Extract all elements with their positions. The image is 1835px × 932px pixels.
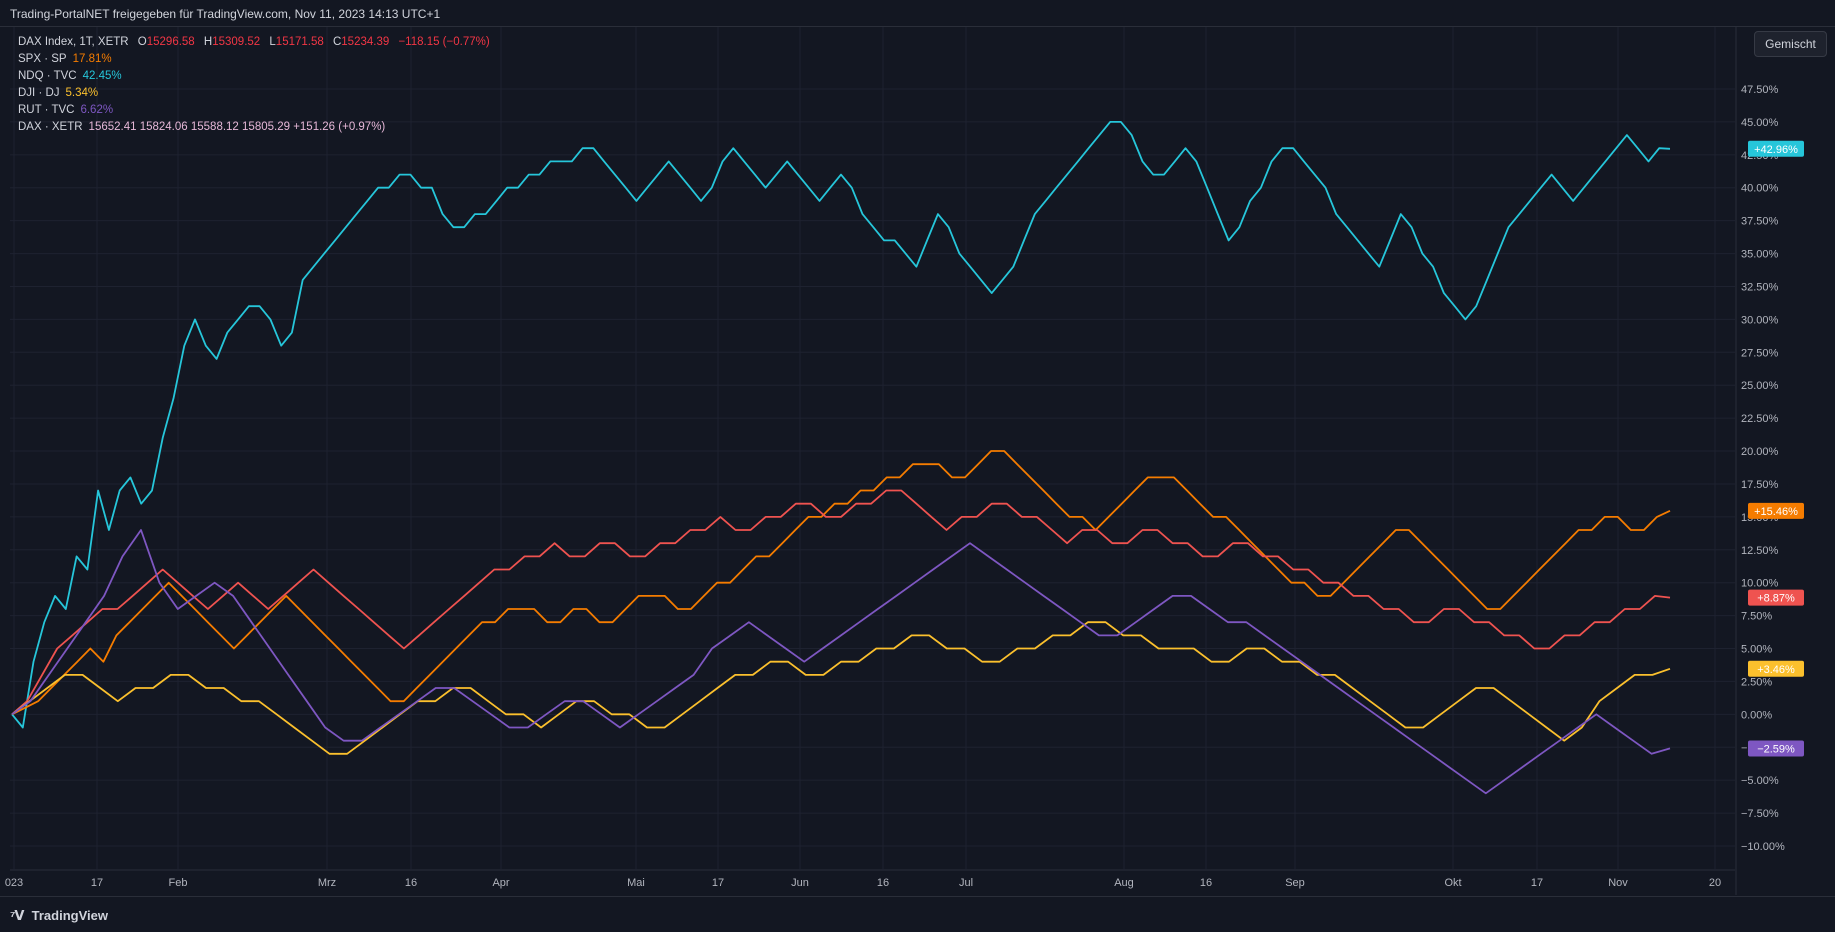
- x-tick-label: 16: [1200, 877, 1212, 889]
- legend-row-dax[interactable]: DAX · XETR 15652.41 15824.06 15588.12 158…: [18, 119, 490, 136]
- legend-h-label: H: [203, 36, 213, 48]
- series-line-ndq: [11, 121, 1671, 729]
- x-tick-label: 17: [91, 877, 103, 889]
- badge-label: +8.87%: [1757, 593, 1795, 605]
- y-tick-label: 45.00%: [1741, 117, 1779, 129]
- x-tick-label: Jul: [959, 877, 973, 889]
- y-grid: [10, 88, 1735, 847]
- badge-label: +42.96%: [1754, 144, 1798, 156]
- legend-row-spx[interactable]: SPX · SP 17.81%: [18, 51, 490, 68]
- legend-spx-value: 17.81%: [72, 53, 112, 65]
- legend-o-label: O: [137, 36, 147, 48]
- legend-ndq-value: 42.45%: [82, 70, 122, 82]
- legend: DAX Index, 1T, XETR O15296.58 H15309.52 …: [18, 34, 490, 136]
- badge-bg: [1748, 740, 1804, 757]
- y-tick-label: 2.50%: [1741, 676, 1772, 688]
- series-line-dax: [11, 489, 1671, 715]
- legend-dji-symbol: DJI · DJ: [18, 87, 60, 99]
- x-tick-label: 17: [1531, 877, 1543, 889]
- y-tick-label: 25.00%: [1741, 380, 1779, 392]
- x-tick-label: 20: [1709, 877, 1721, 889]
- legend-row-rut[interactable]: RUT · TVC 6.62%: [18, 102, 490, 119]
- y-tick-label: 32.50%: [1741, 281, 1779, 293]
- legend-c-value: 15234.39: [341, 36, 390, 48]
- legend-ndq-symbol: NDQ · TVC: [18, 70, 77, 82]
- legend-rut-symbol: RUT · TVC: [18, 104, 75, 116]
- scale-mode-button[interactable]: Gemischt: [1754, 31, 1827, 57]
- last-value-badge: +3.46%: [1748, 660, 1804, 677]
- series-line-rut: [11, 529, 1671, 795]
- y-tick-label: 47.50%: [1741, 84, 1779, 96]
- legend-h-value: 15309.52: [212, 36, 261, 48]
- badge-bg: [1748, 589, 1804, 606]
- y-tick-label: 35.00%: [1741, 249, 1779, 261]
- tradingview-logo[interactable]: ⁷𝗩 TradingView: [10, 908, 108, 924]
- x-tick-label: 16: [877, 877, 889, 889]
- x-tick-label: 16: [405, 877, 417, 889]
- y-tick-label: 17.50%: [1741, 479, 1779, 491]
- y-tick-label: −5.00%: [1741, 775, 1779, 787]
- last-value-badge: +15.46%: [1748, 502, 1804, 519]
- legend-rut-value: 6.62%: [80, 104, 114, 116]
- tradingview-logo-icon: ⁷𝗩: [10, 908, 24, 923]
- badge-bg: [1748, 502, 1804, 519]
- y-tick-label: 10.00%: [1741, 578, 1779, 590]
- y-tick-label: 22.50%: [1741, 413, 1779, 425]
- header-title: Trading-PortalNET freigegeben für Tradin…: [10, 7, 441, 21]
- legend-main-row[interactable]: DAX Index, 1T, XETR O15296.58 H15309.52 …: [18, 34, 490, 51]
- y-tick-label: 12.50%: [1741, 545, 1779, 557]
- legend-l-label: L: [269, 36, 276, 48]
- badge-bg: [1748, 140, 1804, 157]
- last-value-badge: −2.59%: [1748, 740, 1804, 757]
- badge-label: +15.46%: [1754, 506, 1798, 518]
- badge-label: +3.46%: [1757, 664, 1795, 676]
- footer-bar: ⁷𝗩 TradingView: [0, 896, 1835, 932]
- tradingview-logo-text: TradingView: [31, 908, 108, 923]
- y-tick-label: 40.00%: [1741, 183, 1779, 195]
- y-tick-label: 30.00%: [1741, 314, 1779, 326]
- x-tick-label: Okt: [1444, 877, 1461, 889]
- legend-main-symbol: DAX Index, 1T, XETR: [18, 36, 129, 48]
- y-tick-label: 37.50%: [1741, 216, 1779, 228]
- y-tick-label: −10.00%: [1741, 841, 1785, 853]
- last-value-badge: +8.87%: [1748, 589, 1804, 606]
- y-tick-label: 7.50%: [1741, 611, 1772, 623]
- y-tick-label: 5.00%: [1741, 644, 1772, 656]
- series-line-spx: [11, 450, 1671, 716]
- legend-dax-values: 15652.41 15824.06 15588.12 15805.29 +151…: [88, 121, 386, 133]
- legend-row-dji[interactable]: DJI · DJ 5.34%: [18, 85, 490, 102]
- x-tick-label: Mrz: [318, 877, 336, 889]
- y-tick-label: 27.50%: [1741, 347, 1779, 359]
- y-tick-label: 20.00%: [1741, 446, 1779, 458]
- y-tick-label: 0.00%: [1741, 709, 1772, 721]
- legend-dji-value: 5.34%: [65, 87, 99, 99]
- x-tick-label: Nov: [1608, 877, 1628, 889]
- badge-bg: [1748, 660, 1804, 677]
- legend-dax-symbol: DAX · XETR: [18, 121, 83, 133]
- x-tick-label: 023: [5, 877, 23, 889]
- last-value-badge: +42.96%: [1748, 140, 1804, 157]
- legend-change: −118.15 (−0.77%): [398, 36, 490, 48]
- x-tick-label: Jun: [791, 877, 809, 889]
- top-bar: Trading-PortalNET freigegeben für Tradin…: [0, 0, 1835, 27]
- x-tick-label: Mai: [627, 877, 645, 889]
- legend-c-label: C: [332, 36, 342, 48]
- legend-o-value: 15296.58: [146, 36, 195, 48]
- x-tick-label: Aug: [1114, 877, 1134, 889]
- badge-label: −2.59%: [1757, 743, 1795, 755]
- x-tick-label: 17: [712, 877, 724, 889]
- legend-l-value: 15171.58: [275, 36, 324, 48]
- legend-row-ndq[interactable]: NDQ · TVC 42.45%: [18, 68, 490, 85]
- x-tick-label: Sep: [1285, 877, 1305, 889]
- legend-spx-symbol: SPX · SP: [18, 53, 67, 65]
- y-tick-label: −7.50%: [1741, 808, 1779, 820]
- series-line-dji: [11, 621, 1671, 755]
- x-tick-label: Feb: [169, 877, 188, 889]
- x-tick-label: Apr: [492, 877, 509, 889]
